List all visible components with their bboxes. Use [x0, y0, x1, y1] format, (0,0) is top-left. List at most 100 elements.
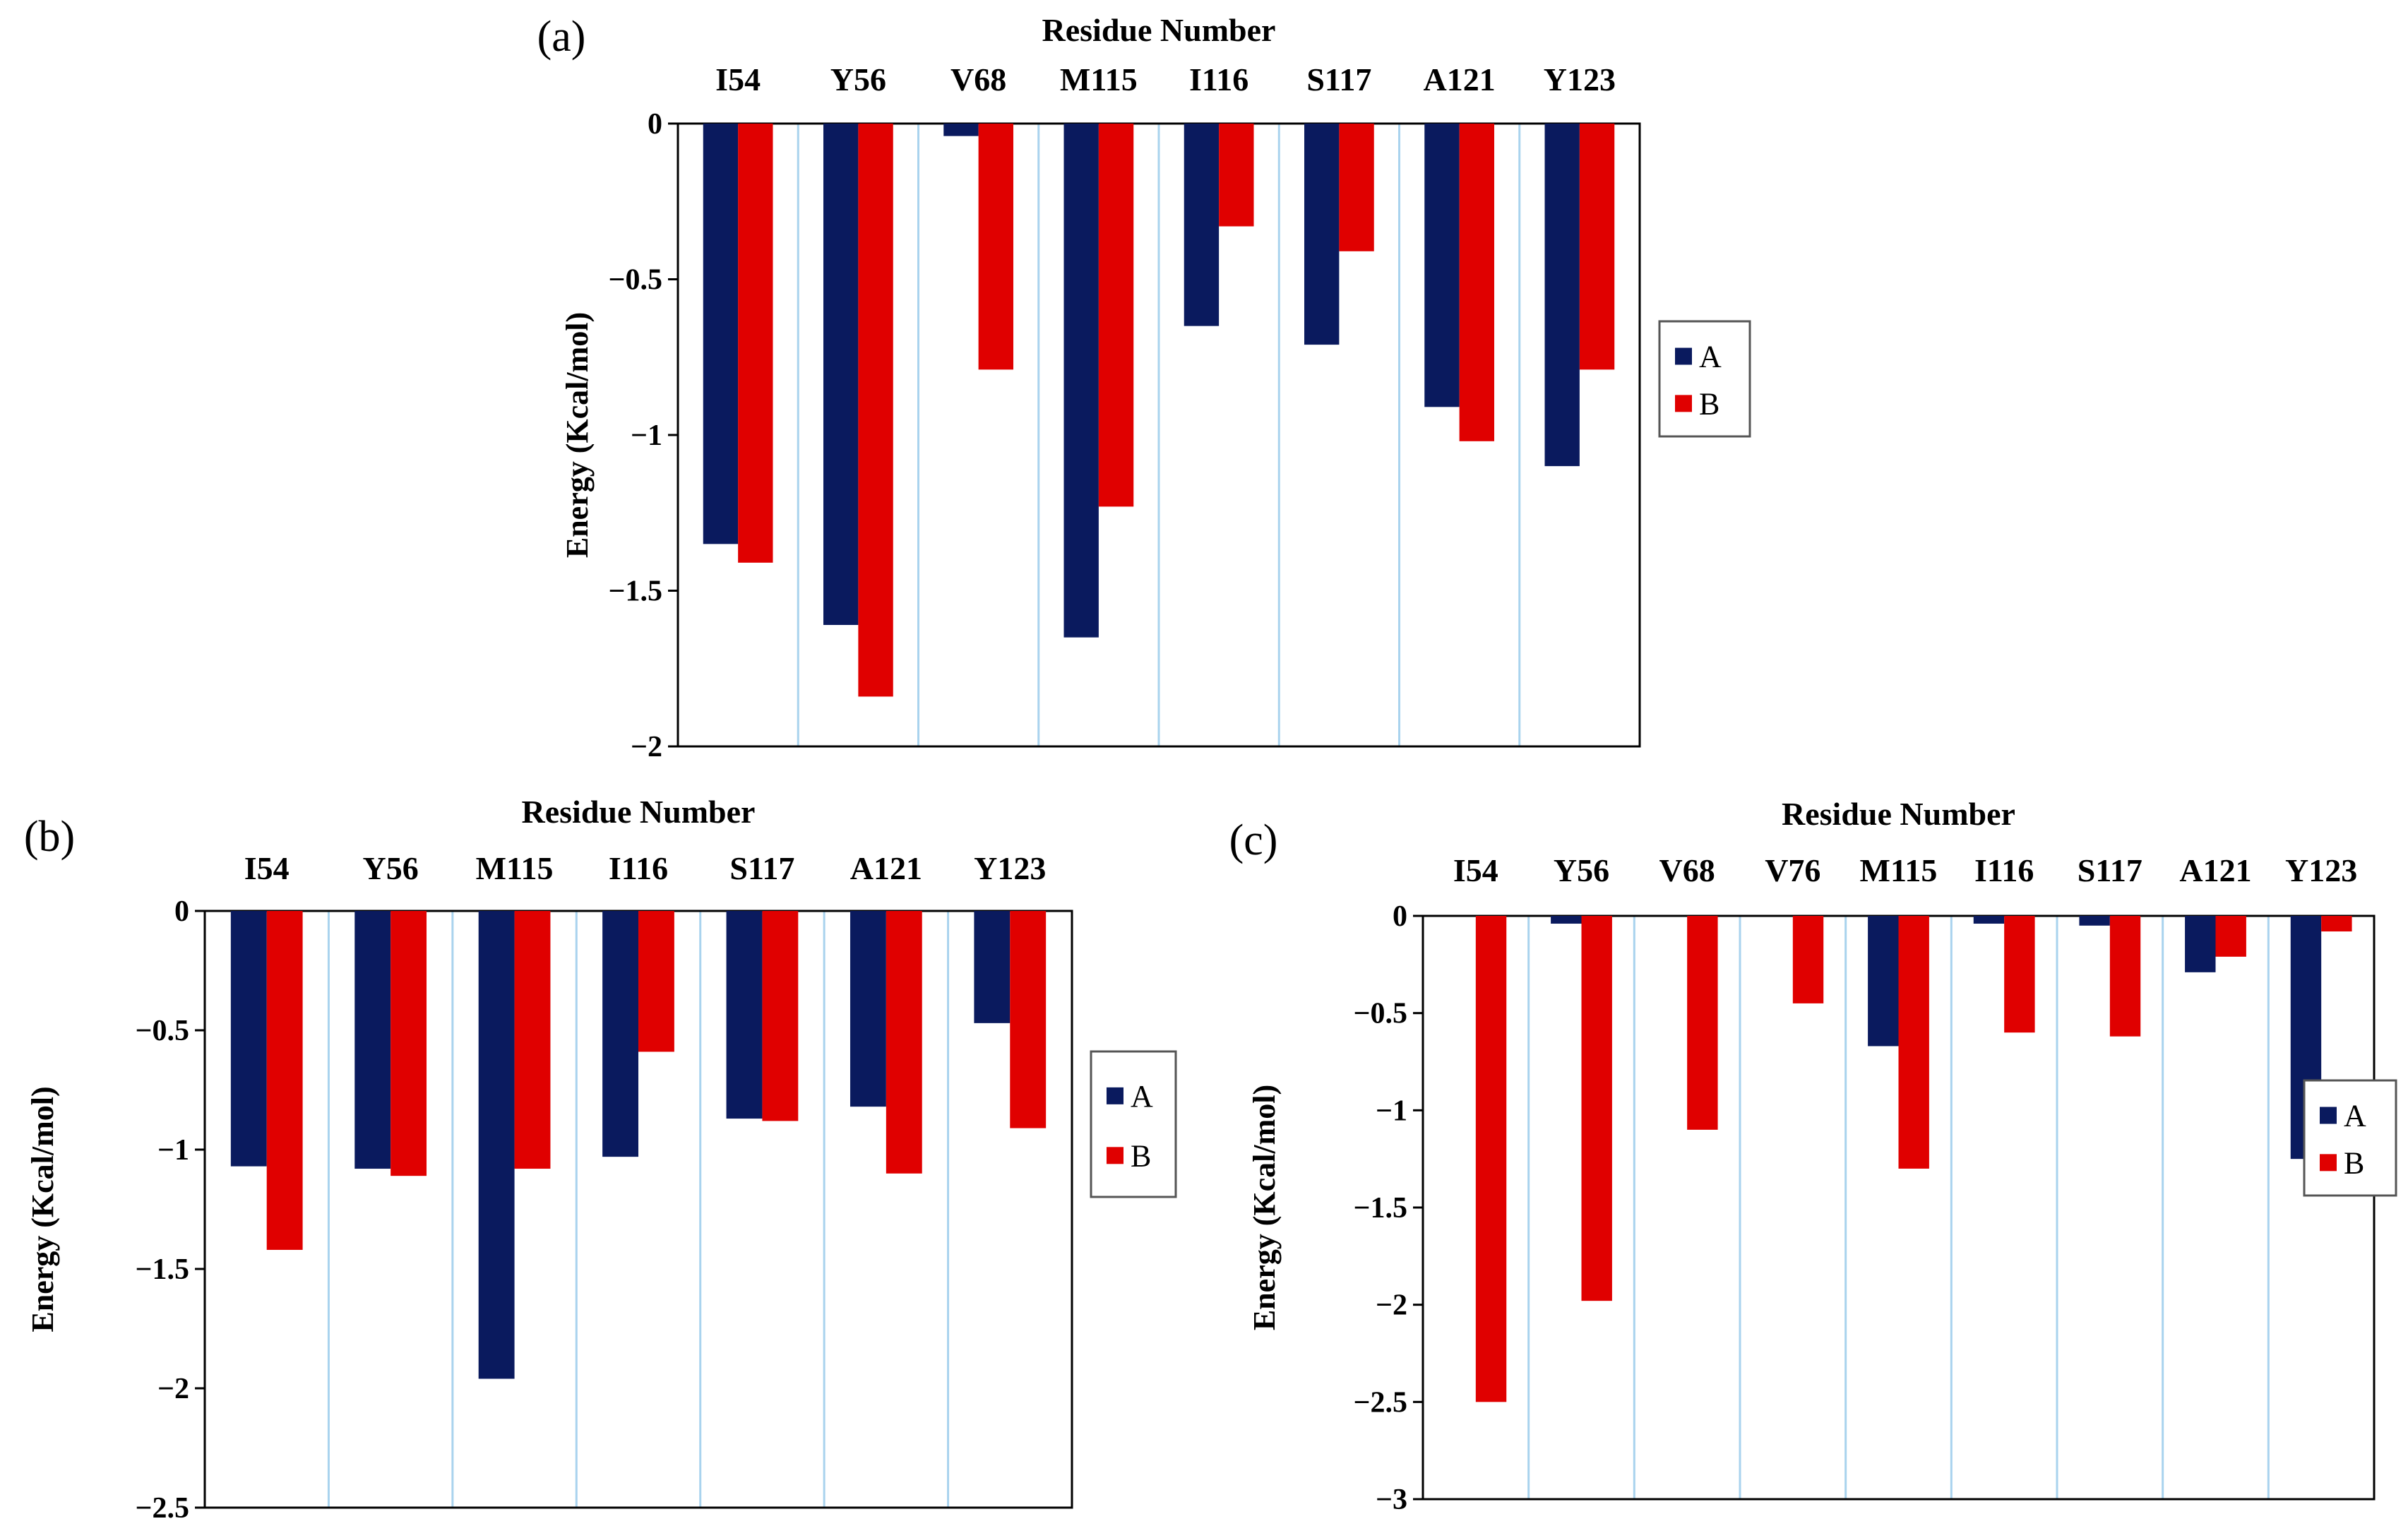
bar-A: [1063, 124, 1099, 638]
legend-swatch-B: [2320, 1154, 2337, 1172]
legend-label-A: A: [1131, 1079, 1153, 1114]
y-tick-label: −2: [1376, 1289, 1407, 1322]
category-label: A121: [1424, 61, 1496, 97]
category-label: Y56: [1554, 852, 1609, 888]
bar-B: [1459, 124, 1494, 441]
x-axis-title: Residue Number: [1042, 12, 1276, 48]
legend-label-B: B: [2344, 1145, 2364, 1180]
y-tick-label: −0.5: [609, 264, 662, 297]
bar-B: [1898, 916, 1929, 1169]
bar-A: [1184, 124, 1220, 326]
bar-A: [354, 911, 391, 1169]
legend: AB: [1090, 1050, 1177, 1198]
legend-swatch-B: [1675, 395, 1692, 412]
x-axis-title: Residue Number: [522, 794, 756, 830]
y-axis-label: Energy (Kcal/mol): [25, 1086, 60, 1332]
legend-label-A: A: [2344, 1099, 2366, 1133]
bar-B: [1475, 916, 1507, 1402]
y-tick-label: −1: [631, 419, 662, 452]
panel-label: (c): [1229, 816, 1278, 864]
category-label: I116: [1974, 852, 2034, 888]
category-label: I54: [1453, 852, 1498, 888]
category-label: V76: [1765, 852, 1820, 888]
bar-B: [1010, 911, 1047, 1128]
bar-A: [1973, 916, 2005, 924]
legend-label-B: B: [1699, 386, 1719, 421]
category-label: I116: [1189, 61, 1248, 97]
category-label: S117: [1306, 61, 1371, 97]
category-label: V68: [1659, 852, 1715, 888]
bar-B: [738, 124, 773, 563]
bar-B: [266, 911, 303, 1250]
legend-label-B: B: [1131, 1138, 1151, 1173]
bar-B: [638, 911, 674, 1052]
y-tick-label: −0.5: [1354, 998, 1407, 1030]
bar-B: [1219, 124, 1254, 227]
y-tick-label: −1.5: [609, 576, 662, 608]
bar-A: [230, 911, 267, 1167]
y-tick-label: −1.5: [136, 1253, 189, 1286]
category-label: Y123: [1544, 61, 1616, 97]
legend-swatch-B: [1107, 1147, 1123, 1164]
bar-B: [762, 911, 799, 1121]
y-tick-label: −2.5: [136, 1492, 189, 1525]
category-label: I54: [715, 61, 761, 97]
y-tick-label: −3: [1376, 1484, 1407, 1516]
bar-B: [2215, 916, 2246, 957]
bar-A: [478, 911, 515, 1379]
y-tick-label: 0: [174, 895, 189, 928]
legend-swatch-A: [1675, 347, 1692, 365]
bar-A: [850, 911, 886, 1107]
legend-box: [1658, 320, 1751, 438]
chart-panel-b: (b) Residue Number 0 −0.5 −1 −1.5 −2 −2.5 Energy…: [24, 794, 1177, 1525]
category-label: M115: [476, 850, 554, 886]
category-label: M115: [1060, 61, 1138, 97]
y-tick-label: −0.5: [136, 1015, 189, 1047]
bar-A: [1304, 124, 1340, 345]
bar-B: [514, 911, 551, 1169]
bar-A: [1868, 916, 1899, 1047]
bar-A: [1544, 124, 1580, 467]
panel-label: (b): [24, 813, 75, 861]
y-tick-label: −1: [1376, 1095, 1407, 1127]
y-tick-label: 0: [648, 108, 662, 141]
bar-A: [703, 124, 739, 544]
bar-B: [391, 911, 427, 1176]
bar-B: [886, 911, 922, 1174]
y-tick-label: −2: [157, 1373, 189, 1405]
category-label: M115: [1860, 852, 1938, 888]
legend-swatch-A: [1107, 1087, 1123, 1104]
bar-A: [943, 124, 979, 136]
category-label: A121: [2179, 852, 2251, 888]
bar-B: [1579, 124, 1615, 370]
chart-panel-c: (c) Residue Number 0 −0.5 −1 −1.5 −2 −2.5 −3 Ener…: [1229, 796, 2397, 1516]
x-axis-title: Residue Number: [1782, 796, 2015, 832]
y-tick-label: −2.5: [1354, 1386, 1407, 1419]
y-axis-label: Energy (Kcal/mol): [1247, 1085, 1282, 1330]
category-label: S117: [729, 850, 794, 886]
y-axis-label: Energy (Kcal/mol): [560, 312, 595, 558]
bar-A: [602, 911, 638, 1157]
legend: AB: [1658, 320, 1751, 438]
category-label: Y123: [2285, 852, 2357, 888]
y-tick-label: −2: [631, 731, 662, 763]
category-label: I54: [244, 850, 290, 886]
bar-B: [1792, 916, 1824, 1003]
y-tick-label: −1: [157, 1134, 189, 1167]
bar-A: [1551, 916, 1582, 924]
bar-B: [2109, 916, 2141, 1037]
category-label: Y123: [974, 850, 1046, 886]
bar-B: [1687, 916, 1718, 1130]
bar-B: [1581, 916, 1612, 1301]
bar-A: [974, 911, 1011, 1023]
bar-B: [2321, 916, 2352, 932]
legend: AB: [2303, 1079, 2397, 1197]
bar-A: [726, 911, 763, 1119]
category-label: Y56: [363, 850, 419, 886]
bar-B: [1339, 124, 1374, 251]
bar-A: [2079, 916, 2110, 926]
legend-label-A: A: [1699, 340, 1722, 374]
chart-panel-a: (a) Residue Number 0 −0.5 −1 −1.5 −2 Energy (Kc…: [537, 12, 1751, 763]
bar-B: [978, 124, 1013, 370]
